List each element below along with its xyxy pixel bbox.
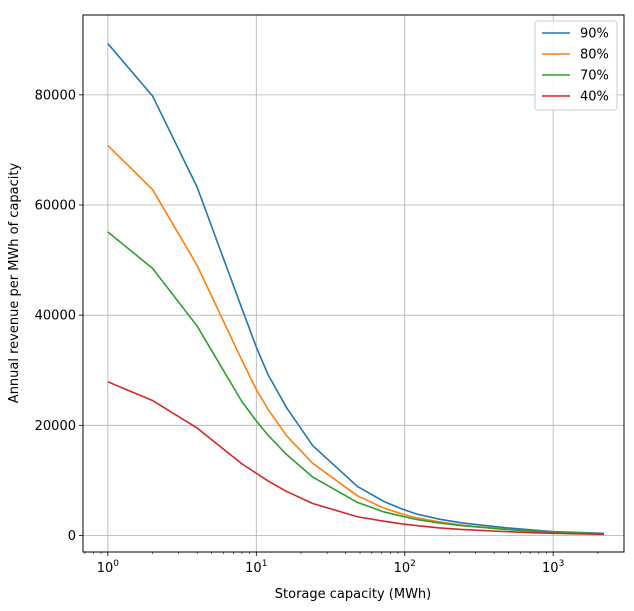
x-tick-label: 102 <box>394 559 416 576</box>
y-tick-label: 40000 <box>35 309 76 324</box>
series-line <box>107 381 605 536</box>
series-line <box>107 231 605 535</box>
series-lines <box>107 43 605 536</box>
legend-label: 90% <box>580 27 609 42</box>
legend: 90% 80% 70% 40% <box>534 20 618 111</box>
legend-label: 70% <box>580 69 609 84</box>
series-line <box>107 43 605 535</box>
x-tick-label: 103 <box>542 559 564 576</box>
legend-label: 80% <box>580 48 609 63</box>
x-tick-label: 100 <box>97 559 120 576</box>
y-tick-label: 0 <box>68 529 76 544</box>
y-axis-label: Annual revenue per MWh of capacity <box>7 163 22 404</box>
legend-label: 40% <box>580 90 609 105</box>
y-tick-label: 60000 <box>35 199 76 214</box>
axis-ticks: 100 101 102 103 0 20000 40000 60000 80000 <box>35 88 599 576</box>
x-tick-label: 101 <box>245 559 267 576</box>
plot-frame <box>82 14 625 553</box>
y-tick-label: 20000 <box>35 419 76 434</box>
x-axis-label: Storage capacity (MWh) <box>275 587 431 602</box>
legend-box <box>534 20 618 111</box>
y-tick-label: 80000 <box>35 88 76 103</box>
